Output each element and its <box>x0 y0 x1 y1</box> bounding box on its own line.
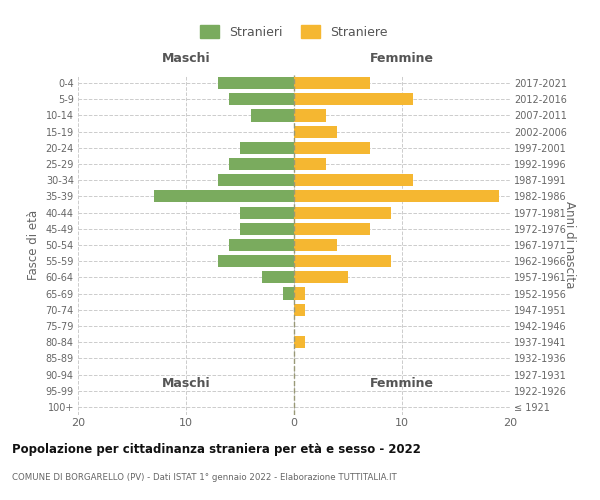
Y-axis label: Anni di nascita: Anni di nascita <box>563 202 575 288</box>
Bar <box>218 174 294 186</box>
Bar <box>229 239 294 251</box>
Bar <box>294 126 337 138</box>
Bar <box>294 93 413 106</box>
Bar <box>240 142 294 154</box>
Bar <box>294 304 305 316</box>
Text: Femmine: Femmine <box>370 377 434 390</box>
Bar <box>262 272 294 283</box>
Bar <box>294 158 326 170</box>
Bar <box>294 174 413 186</box>
Bar <box>294 222 370 235</box>
Bar <box>294 272 348 283</box>
Bar <box>240 206 294 218</box>
Legend: Stranieri, Straniere: Stranieri, Straniere <box>196 20 392 44</box>
Bar <box>229 93 294 106</box>
Bar <box>294 77 370 89</box>
Bar <box>240 222 294 235</box>
Bar <box>218 77 294 89</box>
Bar <box>229 158 294 170</box>
Text: Maschi: Maschi <box>161 377 211 390</box>
Bar <box>294 336 305 348</box>
Text: Maschi: Maschi <box>161 52 211 65</box>
Bar <box>218 255 294 268</box>
Text: COMUNE DI BORGARELLO (PV) - Dati ISTAT 1° gennaio 2022 - Elaborazione TUTTITALIA: COMUNE DI BORGARELLO (PV) - Dati ISTAT 1… <box>12 472 397 482</box>
Y-axis label: Fasce di età: Fasce di età <box>27 210 40 280</box>
Bar <box>294 110 326 122</box>
Bar <box>294 142 370 154</box>
Bar <box>294 190 499 202</box>
Text: Popolazione per cittadinanza straniera per età e sesso - 2022: Popolazione per cittadinanza straniera p… <box>12 442 421 456</box>
Text: Femmine: Femmine <box>370 52 434 65</box>
Bar <box>251 110 294 122</box>
Bar <box>294 206 391 218</box>
Bar <box>294 288 305 300</box>
Bar <box>154 190 294 202</box>
Bar <box>294 255 391 268</box>
Bar <box>283 288 294 300</box>
Bar <box>294 239 337 251</box>
